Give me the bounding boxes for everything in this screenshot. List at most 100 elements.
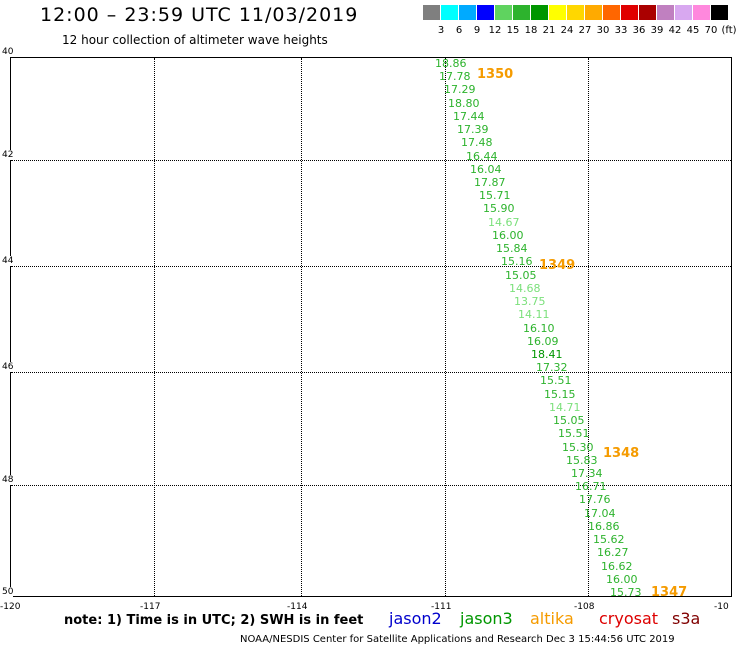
swh-reading: 15.62 (593, 533, 625, 546)
longitude-label: -10 (714, 602, 729, 612)
swh-reading: 16.10 (523, 322, 555, 335)
units-note: note: 1) Time is in UTC; 2) SWH is in fe… (64, 613, 364, 628)
latitude-gridline (11, 266, 731, 267)
color-swatch-label: 9 (473, 25, 481, 36)
swh-reading: 17.39 (457, 123, 489, 136)
swh-reading: 15.30 (562, 441, 594, 454)
longitude-label: -114 (287, 602, 308, 612)
color-swatch (531, 5, 548, 20)
color-swatch (693, 5, 710, 20)
color-swatch-label: 39 (650, 25, 664, 36)
color-swatch (585, 5, 602, 20)
credit-footer: NOAA/NESDIS Center for Satellite Applica… (240, 634, 675, 645)
swh-reading: 16.44 (466, 150, 498, 163)
swh-reading: 14.71 (549, 401, 581, 414)
latitude-label: 48 (2, 475, 14, 485)
latitude-gridline (11, 372, 731, 373)
swh-reading: 15.51 (558, 427, 590, 440)
longitude-label: -120 (0, 602, 21, 612)
satellite-legend-jason3: jason3 (460, 609, 513, 628)
swh-reading: 15.83 (566, 454, 598, 467)
pass-time-label: 1349 (539, 258, 576, 273)
longitude-gridline (588, 58, 589, 596)
swh-reading: 17.87 (474, 176, 506, 189)
color-swatch-label: 33 (614, 25, 628, 36)
color-swatch (513, 5, 530, 20)
color-swatch (423, 5, 440, 20)
color-swatch (639, 5, 656, 20)
swh-reading: 15.73 (610, 586, 642, 599)
swh-reading: 16.09 (527, 335, 559, 348)
swh-reading: 17.32 (536, 361, 568, 374)
swh-reading: 16.04 (470, 163, 502, 176)
color-swatch-label: 3 (437, 25, 445, 36)
color-swatch-label: 21 (542, 25, 556, 36)
map-title: 12:00 – 23:59 UTC 11/03/2019 (40, 4, 359, 26)
longitude-gridline (301, 58, 302, 596)
longitude-gridline (154, 58, 155, 596)
latitude-label: 46 (2, 362, 14, 372)
swh-reading: 15.84 (496, 242, 528, 255)
longitude-label: -117 (140, 602, 161, 612)
color-swatch (603, 5, 620, 20)
color-swatch-label: 15 (506, 25, 520, 36)
color-swatch-label: 45 (686, 25, 700, 36)
latitude-gridline (11, 485, 731, 486)
pass-time-label: 1348 (603, 446, 640, 461)
color-swatch-label: 18 (524, 25, 538, 36)
longitude-gridline (445, 58, 446, 596)
color-swatch (621, 5, 638, 20)
color-swatch-label: 30 (596, 25, 610, 36)
swh-reading: 17.78 (439, 70, 471, 83)
swh-reading: 16.62 (601, 560, 633, 573)
swh-reading: 17.48 (461, 136, 493, 149)
map-plot-area (10, 57, 732, 597)
swh-reading: 13.75 (514, 295, 546, 308)
swh-reading: 16.71 (575, 480, 607, 493)
satellite-legend-altika: altika (530, 609, 574, 628)
color-swatch (441, 5, 458, 20)
swh-reading: 17.04 (584, 507, 616, 520)
latitude-label: 44 (2, 256, 14, 266)
color-swatch (459, 5, 476, 20)
swh-reading: 18.80 (448, 97, 480, 110)
longitude-label: -111 (431, 602, 452, 612)
swh-reading: 15.51 (540, 374, 572, 387)
color-swatch (657, 5, 674, 20)
swh-reading: 16.00 (606, 573, 638, 586)
color-swatch-label: 24 (560, 25, 574, 36)
color-swatch (567, 5, 584, 20)
color-swatch (477, 5, 494, 20)
color-swatch (711, 5, 728, 20)
latitude-label: 50 (2, 587, 14, 597)
swh-reading: 18.86 (435, 57, 467, 70)
swh-reading: 17.44 (453, 110, 485, 123)
map-subtitle: 12 hour collection of altimeter wave hei… (62, 33, 328, 47)
satellite-legend-s3a: s3a (672, 609, 701, 628)
color-swatch (549, 5, 566, 20)
swh-reading: 15.90 (483, 202, 515, 215)
satellite-legend-jason2: jason2 (389, 609, 442, 628)
swh-reading: 15.15 (544, 388, 576, 401)
longitude-label: -108 (574, 602, 595, 612)
swh-reading: 15.71 (479, 189, 511, 202)
color-swatch-label: 42 (668, 25, 682, 36)
color-swatch (675, 5, 692, 20)
color-swatch-label: 36 (632, 25, 646, 36)
swh-reading: 17.29 (444, 83, 476, 96)
color-swatch (495, 5, 512, 20)
latitude-gridline (11, 160, 731, 161)
swh-reading: 17.76 (579, 493, 611, 506)
swh-reading: 17.34 (571, 467, 603, 480)
latitude-label: 42 (2, 150, 14, 160)
color-swatch-label: 6 (455, 25, 463, 36)
swh-reading: 16.86 (588, 520, 620, 533)
swh-reading: 14.67 (488, 216, 520, 229)
satellite-legend-cryosat: cryosat (599, 609, 659, 628)
color-swatch-label: 27 (578, 25, 592, 36)
swh-reading: 14.11 (518, 308, 550, 321)
color-swatch-label: (ft) (721, 25, 737, 36)
swh-reading: 14.68 (509, 282, 541, 295)
swh-reading: 16.27 (597, 546, 629, 559)
swh-reading: 16.00 (492, 229, 524, 242)
